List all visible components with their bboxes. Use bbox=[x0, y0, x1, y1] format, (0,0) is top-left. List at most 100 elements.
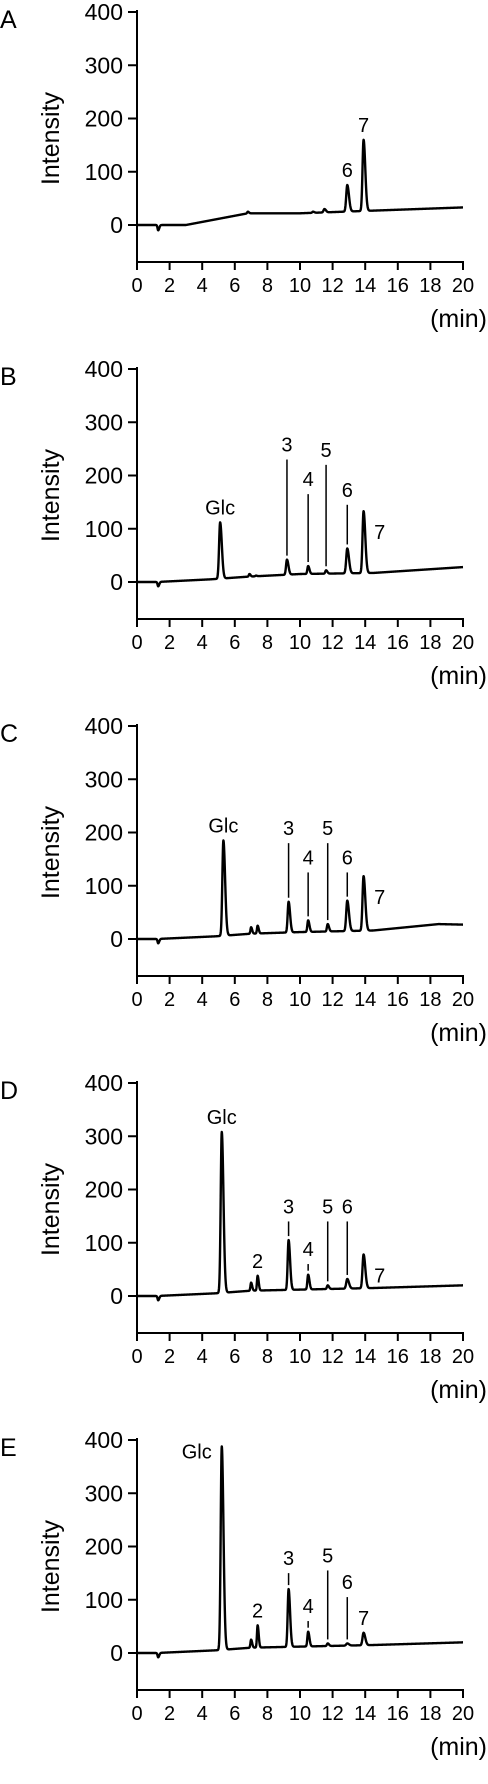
peak-label: 7 bbox=[374, 1265, 385, 1287]
peak-label: 3 bbox=[283, 1548, 294, 1570]
peak-label: 3 bbox=[283, 818, 294, 840]
y-axis-label: Intensity bbox=[37, 1162, 65, 1256]
y-tick-label: 300 bbox=[85, 409, 123, 435]
y-tick-label: 100 bbox=[85, 159, 123, 185]
peak-label: 7 bbox=[374, 522, 385, 544]
x-tick-label: 14 bbox=[354, 1703, 376, 1725]
y-tick-label: 100 bbox=[85, 516, 123, 542]
x-tick-label: 20 bbox=[452, 275, 474, 297]
x-axis-label: (min) bbox=[430, 1376, 487, 1404]
x-tick-label: 2 bbox=[164, 275, 175, 297]
y-tick-label: 100 bbox=[85, 1587, 123, 1613]
x-tick-label: 14 bbox=[354, 632, 376, 654]
peak-label: 2 bbox=[252, 1251, 263, 1273]
x-tick-label: 8 bbox=[262, 632, 273, 654]
y-tick-label: 100 bbox=[85, 1230, 123, 1256]
x-tick-label: 8 bbox=[262, 989, 273, 1011]
x-tick-label: 0 bbox=[131, 632, 142, 654]
peak-label: 4 bbox=[303, 847, 314, 869]
x-tick-label: 20 bbox=[452, 1346, 474, 1368]
x-tick-label: 0 bbox=[131, 1703, 142, 1725]
y-tick-label: 300 bbox=[85, 1123, 123, 1149]
x-tick-label: 2 bbox=[164, 1703, 175, 1725]
x-tick-label: 10 bbox=[289, 632, 311, 654]
chromatogram-panel-e: E 0 100 200 300 400 0 2 4 6 8 10 12 14 16 18 20 Intensit… bbox=[0, 1427, 488, 1784]
peak-label: 7 bbox=[358, 1608, 369, 1630]
x-tick-label: 16 bbox=[387, 275, 409, 297]
x-tick-label: 12 bbox=[321, 275, 343, 297]
y-axis-label: Intensity bbox=[37, 805, 65, 899]
x-tick-label: 12 bbox=[321, 632, 343, 654]
x-tick-label: 16 bbox=[387, 1703, 409, 1725]
peak-label: Glc bbox=[207, 1107, 237, 1129]
peak-label: 5 bbox=[322, 1545, 333, 1567]
panel-label: A bbox=[0, 6, 17, 34]
x-tick-label: 6 bbox=[229, 1703, 240, 1725]
peak-label: Glc bbox=[182, 1441, 212, 1463]
y-axis-label: Intensity bbox=[37, 1519, 65, 1613]
x-tick-label: 10 bbox=[289, 275, 311, 297]
x-tick-label: 20 bbox=[452, 989, 474, 1011]
peak-label: 6 bbox=[342, 160, 353, 182]
y-tick-label: 300 bbox=[85, 766, 123, 792]
x-axis-label: (min) bbox=[430, 662, 487, 690]
x-tick-label: 8 bbox=[262, 1346, 273, 1368]
y-tick-label: 400 bbox=[85, 713, 123, 739]
x-tick-label: 2 bbox=[164, 632, 175, 654]
x-tick-label: 4 bbox=[197, 275, 208, 297]
x-tick-label: 0 bbox=[131, 275, 142, 297]
x-tick-label: 16 bbox=[387, 1346, 409, 1368]
x-tick-label: 18 bbox=[419, 632, 441, 654]
x-tick-label: 14 bbox=[354, 1346, 376, 1368]
x-tick-label: 6 bbox=[229, 989, 240, 1011]
panel-label: E bbox=[0, 1434, 17, 1462]
panel-label: C bbox=[0, 720, 19, 748]
peak-label: 6 bbox=[342, 847, 353, 869]
y-tick-label: 0 bbox=[110, 212, 123, 238]
y-tick-label: 0 bbox=[110, 1640, 123, 1666]
x-tick-label: 12 bbox=[321, 989, 343, 1011]
y-tick-label: 300 bbox=[85, 1480, 123, 1506]
y-tick-label: 0 bbox=[110, 926, 123, 952]
x-tick-label: 4 bbox=[197, 632, 208, 654]
chromatogram-panel-a: A 0 100 200 300 400 0 2 4 6 8 10 12 14 16 18 20 Intensit… bbox=[0, 0, 488, 356]
chromatogram-trace bbox=[135, 138, 465, 232]
x-tick-label: 14 bbox=[354, 275, 376, 297]
peak-label: 6 bbox=[342, 1196, 353, 1218]
x-tick-label: 4 bbox=[197, 989, 208, 1011]
x-tick-label: 6 bbox=[229, 275, 240, 297]
panel-label: D bbox=[0, 1077, 19, 1105]
x-tick-label: 2 bbox=[164, 989, 175, 1011]
x-tick-label: 18 bbox=[419, 1703, 441, 1725]
peak-label: 7 bbox=[358, 115, 369, 137]
chromatogram-panel-b: B 0 100 200 300 400 0 2 4 6 8 10 12 14 16 18 20 Intensit… bbox=[0, 356, 488, 713]
x-tick-label: 4 bbox=[197, 1703, 208, 1725]
y-tick-label: 100 bbox=[85, 873, 123, 899]
x-tick-label: 16 bbox=[387, 632, 409, 654]
chromatogram-trace bbox=[135, 1130, 465, 1302]
x-tick-label: 6 bbox=[229, 632, 240, 654]
x-tick-label: 0 bbox=[131, 1346, 142, 1368]
y-tick-label: 400 bbox=[85, 1427, 123, 1453]
peak-label: 5 bbox=[321, 440, 332, 462]
y-axis-label: Intensity bbox=[37, 448, 65, 542]
x-tick-label: 10 bbox=[289, 989, 311, 1011]
x-tick-label: 18 bbox=[419, 1346, 441, 1368]
x-tick-label: 10 bbox=[289, 1703, 311, 1725]
y-tick-label: 200 bbox=[85, 463, 123, 489]
y-tick-label: 400 bbox=[85, 0, 123, 25]
peak-label: 5 bbox=[322, 818, 333, 840]
peak-label: 3 bbox=[283, 1196, 294, 1218]
chromatogram-trace bbox=[135, 1445, 465, 1659]
peak-label: Glc bbox=[208, 815, 238, 837]
x-tick-label: 8 bbox=[262, 1703, 273, 1725]
panel-label: B bbox=[0, 363, 17, 391]
y-tick-label: 200 bbox=[85, 820, 123, 846]
x-tick-label: 18 bbox=[419, 989, 441, 1011]
x-axis-label: (min) bbox=[430, 1733, 487, 1761]
x-axis-label: (min) bbox=[430, 305, 487, 333]
chromatogram-panel-d: D 0 100 200 300 400 0 2 4 6 8 10 12 14 16 18 20 Intensit… bbox=[0, 1070, 488, 1427]
